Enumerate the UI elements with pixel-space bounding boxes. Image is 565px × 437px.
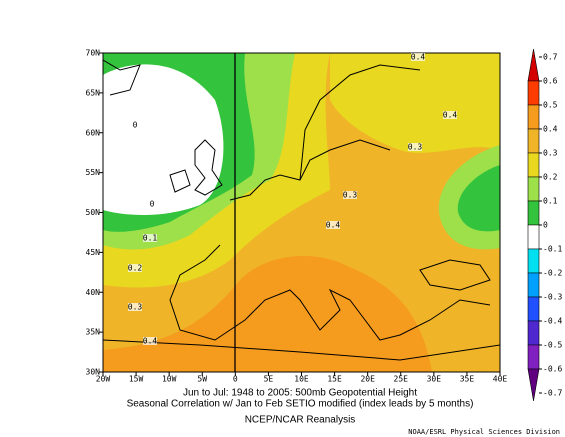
colorbar-segment [527,176,540,202]
contour-label-bg [128,121,142,129]
contour-label: 0.4 [143,337,158,346]
contour-label: 0.2 [128,264,143,273]
contour-label-bg [143,234,157,242]
lat-label: 40N [86,288,101,297]
region [330,53,500,153]
colorbar-segment [527,152,540,178]
contour-label-bg [143,337,157,345]
lon-label: 20W [96,375,111,384]
caption-line2: Seasonal Correlation w/ Jan to Feb SETIO… [127,399,474,410]
colorbar-label: -0.1 [543,245,562,254]
contour-label-bg [326,221,340,229]
ireland [169,169,191,193]
colorbar-label: 0.1 [543,197,558,206]
mediterranean [169,244,491,341]
caption-line1: Jun to Jul: 1948 to 2005: 500mb Geopoten… [183,388,417,399]
map-fill [103,53,500,372]
lat-label: 35N [86,328,101,337]
colorbar-segment [527,248,540,274]
contour-label-bg [145,200,159,208]
lon-label: 0 [233,375,238,384]
lat-label: 70N [86,49,101,58]
lon-label: 40E [493,375,508,384]
contour-label: 0.3 [128,303,143,312]
black-sea [419,259,491,291]
colorbar-segment [527,224,540,250]
colorbar-label: 0.2 [543,173,558,182]
contour-label-bg [411,53,425,61]
lon-label: 15W [129,375,144,384]
lon-label: 10E [294,375,309,384]
lat-label: 30N [86,368,101,377]
colorbar-segment [527,128,540,154]
colorbar-label: -0.2 [543,269,562,278]
contour-label-bg [408,143,422,151]
colorbar-label: -0.4 [543,317,562,326]
lon-label: 30E [427,375,442,384]
contour-label: 0 [150,200,155,209]
contour-label: 0 [133,121,138,130]
contour-label-bg [443,111,457,119]
colorbar-segment [527,200,540,226]
credit: NOAA/ESRL Physical Sciences Division [408,428,560,436]
contour-label: 0.4 [411,53,426,62]
colorbar-segment [527,48,540,82]
lon-label: 35E [460,375,475,384]
colorbar-segment [527,272,540,298]
colorbar-segment [527,320,540,346]
colorbar-label: -0.5 [543,341,562,350]
colorbar-segment [527,80,540,106]
colorbar-label: 0 [543,221,548,230]
colorbar-segment [527,368,540,402]
britain [194,139,223,196]
colorbar-label: 0.4 [543,125,558,134]
colorbar-segment [527,104,540,130]
lat-label: 65N [86,88,101,97]
colorbar-label: -0.6 [543,365,562,374]
coastlines [103,59,500,361]
lon-label: 5W [197,375,207,384]
colorbar-label: -0.7 [543,389,562,398]
region [457,165,500,232]
north-africa [103,339,500,361]
lon-label: 10W [162,375,177,384]
contour-label-bg [343,191,357,199]
labels: 20W 15W 10W 5W 0 5E 10E 15E 20E 25E 30E 35E 40E 30N 35… [86,48,562,402]
contour-label: 0.3 [408,143,423,152]
contour-label: 0.4 [326,221,341,230]
contour-label: 0.3 [343,191,358,200]
contour-label: 0.1 [143,234,158,243]
colorbar-label: 0.3 [543,149,558,158]
contour-label-bg [128,264,142,272]
lon-label: 15E [327,375,342,384]
lat-label: 55N [86,168,101,177]
region [103,255,432,372]
contour-label: 0.4 [443,111,458,120]
colorbar-segment [527,296,540,322]
lat-label: 50N [86,208,101,217]
lat-label: 45N [86,248,101,257]
colorbar-segment [527,344,540,370]
colorbar-label: 0.7 [543,53,558,62]
colorbar-label: 0.6 [543,77,558,86]
colorbar-label: 0.5 [543,101,558,110]
caption-line3: NCEP/NCAR Reanalysis [245,415,356,426]
region [103,64,224,216]
iceland [103,59,141,96]
contour-label-bg [128,303,142,311]
scandinavia [299,64,421,181]
lon-label: 25E [394,375,409,384]
lat-label: 60N [86,128,101,137]
lon-label: 5E [264,375,274,384]
colorbar-label: -0.3 [543,293,562,302]
lon-label: 20E [360,375,375,384]
